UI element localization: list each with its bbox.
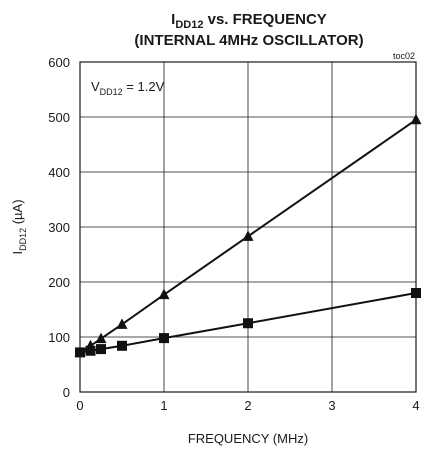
chart-code: toc02 — [393, 51, 415, 61]
annotation-vdd: VDD12 = 1.2V — [91, 79, 165, 97]
plot-frame — [79, 61, 417, 393]
square-marker — [411, 288, 421, 298]
chart-title-subscript: DD12 — [175, 19, 203, 31]
y-axis-label: IDD12 (µA) — [10, 199, 28, 254]
x-tick-label: 0 — [76, 398, 83, 413]
square-marker — [96, 344, 106, 355]
square-marker — [159, 333, 169, 344]
grid — [80, 62, 416, 392]
x-tick-label: 1 — [160, 398, 167, 413]
y-tick-label: 0 — [63, 385, 70, 400]
y-tick-label: 200 — [48, 275, 70, 290]
x-axis-label: FREQUENCY (MHz) — [188, 431, 308, 446]
square-marker — [75, 347, 85, 358]
series — [74, 113, 422, 358]
square-marker — [85, 345, 96, 356]
y-tick-label: 100 — [48, 330, 70, 345]
annotation-symbol: V — [91, 79, 100, 94]
y-tick-label: 500 — [48, 110, 70, 125]
chart-title-symbol: I — [171, 11, 175, 28]
square-marker — [117, 340, 127, 351]
square-marker — [243, 318, 253, 329]
chart-title-line-2: (INTERNAL 4MHz OSCILLATOR) — [134, 32, 363, 49]
annotation-value: = 1.2V — [123, 79, 165, 94]
x-tick-label: 4 — [412, 398, 419, 413]
y-axis-label-unit: (µA) — [10, 199, 25, 227]
y-tick-label: 300 — [48, 220, 70, 235]
annotation-subscript: DD12 — [100, 87, 123, 97]
triangle-marker — [116, 318, 128, 329]
triangle-marker — [242, 230, 254, 241]
x-tick-label: 2 — [244, 398, 251, 413]
y-axis-label-subscript: DD12 — [18, 228, 28, 251]
triangle-marker — [95, 332, 107, 344]
chart-title-rest: vs. FREQUENCY — [203, 11, 326, 28]
y-tick-label: 400 — [48, 165, 70, 180]
axis-ticks: 0 1 2 3 4 0 100 200 300 400 500 600 — [48, 55, 419, 413]
chart-title-line-1: IDD12 vs. FREQUENCY — [171, 11, 327, 31]
y-axis-label-symbol: I — [10, 251, 25, 255]
triangle-marker — [158, 288, 170, 300]
triangle-marker — [410, 113, 422, 125]
y-tick-label: 600 — [48, 55, 70, 70]
x-tick-label: 3 — [328, 398, 335, 413]
